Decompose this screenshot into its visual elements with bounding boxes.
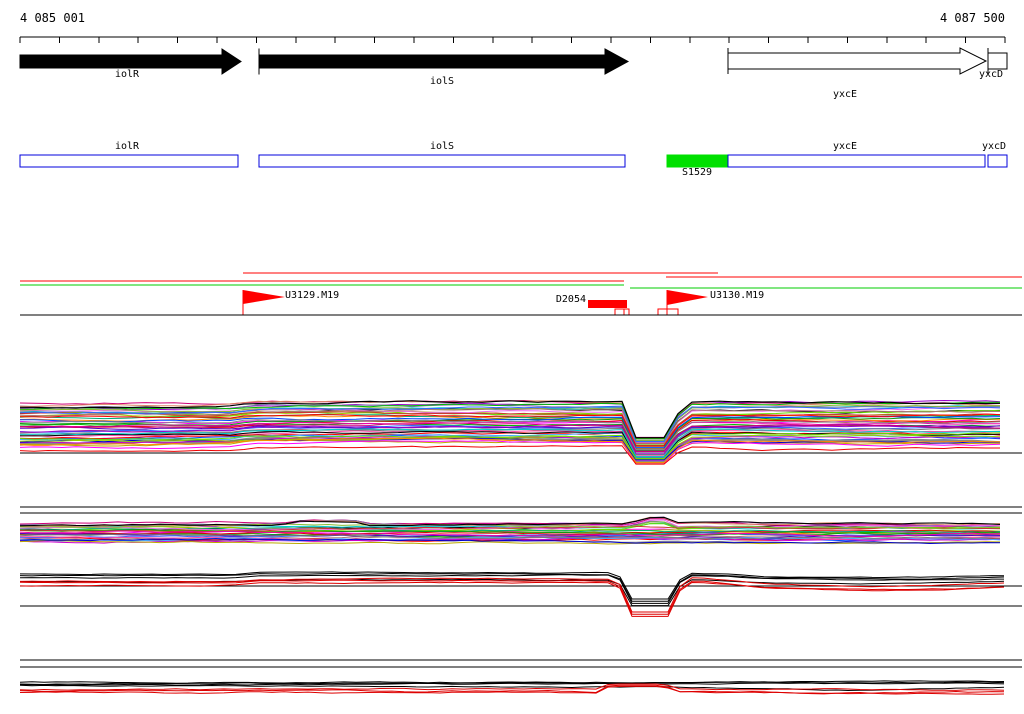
sense-expression-profiles-line xyxy=(19,408,1001,445)
gene-arrow-yxcD[interactable] xyxy=(987,52,1008,70)
sense-expression-profiles-line xyxy=(19,405,1001,442)
bottom-mean-profiles-line xyxy=(19,683,1005,691)
condition-mean-profiles-line xyxy=(19,572,1005,602)
antisense-expression-profiles-line xyxy=(19,521,1001,530)
coordinate-start-label: 4 085 001 xyxy=(20,11,86,25)
antisense-expression-profiles-line xyxy=(19,519,1001,531)
antisense-expression-profiles-line xyxy=(19,516,1001,527)
antisense-expression-profiles-line xyxy=(19,518,1001,528)
antisense-expression-profiles-line xyxy=(19,538,1001,545)
sense-expression-profiles-line xyxy=(19,432,1001,460)
bottom-mean-profiles-line xyxy=(19,685,1005,695)
segment-label-S1529: S1529 xyxy=(681,167,713,178)
sense-expression-profiles-line xyxy=(19,401,1000,440)
sense-expression-profiles-line xyxy=(19,413,1001,447)
gene-arrow-label-yxcD: yxcD xyxy=(978,69,1004,80)
sense-expression-profiles-line xyxy=(20,415,1001,448)
antisense-expression-profiles-line xyxy=(19,525,1001,533)
probe-label-U3129: U3129.M19 xyxy=(285,290,340,301)
probe-label-D2054: D2054 xyxy=(555,294,586,305)
gene-box-label-iolR: iolR xyxy=(114,141,140,152)
probe-label-U3130: U3130.M19 xyxy=(710,290,765,301)
sense-expression-profiles-line xyxy=(19,436,1001,464)
probe-outline-box[interactable] xyxy=(614,308,625,316)
probe-box-D2054[interactable] xyxy=(588,300,627,308)
condition-mean-profiles-line xyxy=(19,579,1005,615)
bottom-mean-profiles-line xyxy=(19,682,1005,686)
sense-expression-profiles-line xyxy=(19,428,1000,458)
sense-expression-profiles-line xyxy=(19,404,1001,441)
condition-mean-profiles-line xyxy=(19,574,1004,604)
antisense-expression-profiles-line xyxy=(19,539,1001,545)
condition-mean-profiles-line xyxy=(19,577,1005,613)
sense-expression-profiles-line xyxy=(19,419,1001,450)
gene-arrow-yxcE[interactable] xyxy=(727,47,988,75)
probe-outline-box[interactable] xyxy=(657,308,679,316)
gene-box-S1529[interactable] xyxy=(666,154,729,168)
gene-box-label-yxcE: yxcE xyxy=(832,141,858,152)
antisense-expression-profiles-line xyxy=(19,529,1001,536)
gene-box-iolS[interactable] xyxy=(258,154,626,168)
gene-box-iolR[interactable] xyxy=(19,154,239,168)
coordinate-end-label: 4 087 500 xyxy=(939,11,1005,25)
gene-arrow-label-iolS: iolS xyxy=(429,76,455,87)
gene-box-label-iolS: iolS xyxy=(429,141,455,152)
bottom-mean-profiles-line xyxy=(19,684,1005,692)
gene-arrow-label-iolR: iolR xyxy=(114,69,140,80)
probe-outline-box[interactable] xyxy=(623,308,630,316)
sense-expression-profiles-line xyxy=(19,437,1000,464)
sense-expression-profiles-line xyxy=(19,434,1001,459)
gene-arrow-iolR[interactable] xyxy=(19,48,242,75)
probe-flag-U3130.M19[interactable] xyxy=(667,290,708,305)
sense-expression-profiles-line xyxy=(19,411,1001,444)
probe-flag-U3129.M19[interactable] xyxy=(243,290,285,304)
gene-arrow-label-yxcE: yxcE xyxy=(832,89,858,100)
antisense-expression-profiles-line xyxy=(19,533,1001,540)
gene-box-label-yxcD: yxcD xyxy=(981,141,1007,152)
condition-mean-profiles-line xyxy=(19,581,1005,617)
sense-expression-profiles-line xyxy=(19,445,1000,465)
gene-box-yxcD[interactable] xyxy=(987,154,1008,168)
sense-expression-profiles-line xyxy=(19,420,1001,452)
condition-mean-profiles-line xyxy=(19,571,1005,600)
sense-expression-profiles-line xyxy=(19,424,1001,454)
antisense-expression-profiles-line xyxy=(19,530,1001,537)
sense-expression-profiles-line xyxy=(19,440,1001,465)
gene-box-yxcE[interactable] xyxy=(727,154,986,168)
sense-expression-profiles-line xyxy=(20,400,1001,439)
gene-arrow-iolS[interactable] xyxy=(258,48,630,75)
sense-expression-profiles-line xyxy=(19,422,1001,452)
